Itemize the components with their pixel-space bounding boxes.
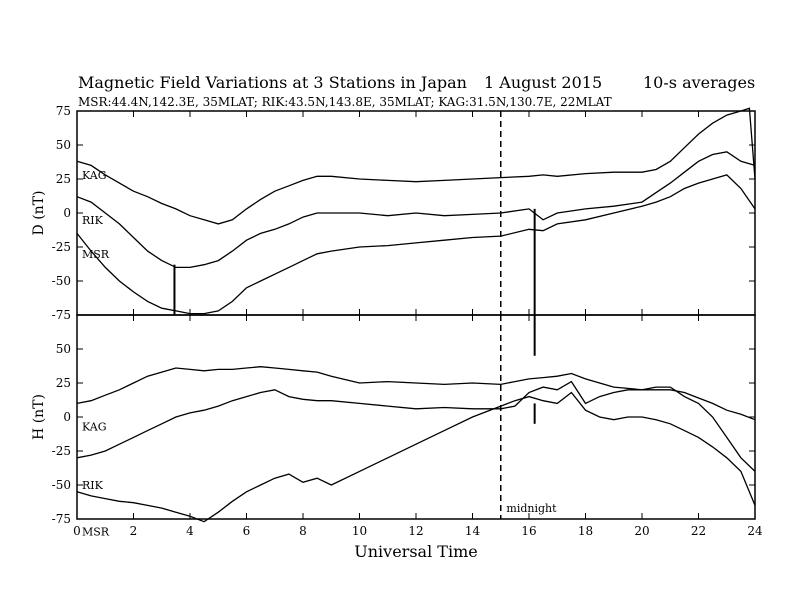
h-xtick-label: 14: [465, 524, 481, 538]
d-ytick-label: -75: [52, 308, 71, 322]
h-series-kag: [76, 366, 756, 421]
d-series-label-kag: KAG: [82, 169, 107, 182]
h-series-rik: [76, 380, 756, 472]
h-xtick-label: 22: [691, 524, 706, 538]
d-ytick-label: 25: [56, 172, 71, 186]
h-xtick-label: 8: [299, 524, 307, 538]
h-xtick-label: 20: [634, 524, 649, 538]
h-ytick-label: 0: [63, 410, 71, 424]
d-series-msr: [76, 174, 756, 315]
h-xtick-label: 6: [243, 524, 251, 538]
h-xtick-label: 24: [747, 524, 763, 538]
h-xtick-label: 10: [352, 524, 367, 538]
h-ytick-label: 50: [56, 342, 71, 356]
chart-date: 1 August 2015: [484, 73, 602, 92]
h-ytick-label: -50: [52, 478, 71, 492]
h-ytick-label: -25: [52, 444, 71, 458]
h-xtick-label: 0: [73, 524, 81, 538]
h-xtick-label: 2: [130, 524, 138, 538]
h-ytick-label: 25: [56, 376, 71, 390]
h-annotation: midnight: [506, 502, 557, 515]
d-series-label-rik: RIK: [82, 214, 104, 227]
h-axis-label: H (nT): [31, 394, 47, 440]
h-xtick-label: 4: [186, 524, 194, 538]
h-xtick-label: 16: [521, 524, 536, 538]
d-series-label-msr: MSR: [82, 248, 110, 261]
h-series-msr: [76, 391, 756, 523]
h-series-label-msr: MSR: [82, 525, 110, 538]
h-panel-frame: [76, 314, 756, 520]
x-axis-label: Universal Time: [354, 542, 477, 561]
h-series-label-rik: RIK: [82, 479, 104, 492]
d-axis-label: D (nT): [31, 191, 47, 236]
chart-title: Magnetic Field Variations at 3 Stations …: [78, 73, 467, 92]
d-panel: 75 50 25 0 -25 -50 -75 KAG RIK MSR: [52, 104, 756, 356]
d-series-kag: [76, 107, 756, 225]
chart-averaging: 10-s averages: [643, 73, 755, 92]
h-xtick-label: 12: [408, 524, 423, 538]
d-series-rik: [76, 151, 756, 269]
d-ytick-label: 75: [56, 104, 71, 118]
d-ytick-label: -25: [52, 240, 71, 254]
station-info: MSR:44.4N,142.3E, 35MLAT; RIK:43.5N,143.…: [78, 95, 612, 109]
d-ytick-label: -50: [52, 274, 71, 288]
h-ytick-label: -75: [52, 512, 71, 526]
h-xtick-label: 18: [578, 524, 593, 538]
h-series-label-kag: KAG: [82, 421, 107, 434]
d-ytick-label: 0: [63, 206, 71, 220]
d-ytick-label: 50: [56, 138, 71, 152]
